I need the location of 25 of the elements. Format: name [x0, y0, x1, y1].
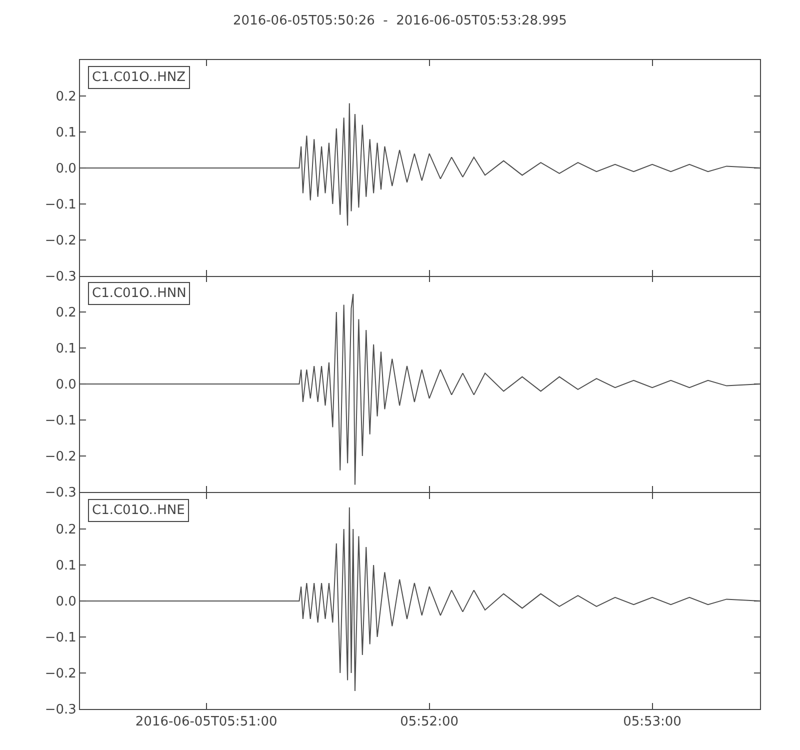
- y-tick-label: 0.0: [56, 594, 76, 610]
- x-tick-label: 2016-06-05T05:51:00: [135, 714, 278, 730]
- y-tick-label: −0.3: [44, 702, 76, 718]
- y-tick-label: 0.1: [56, 126, 76, 141]
- annotation: C1.C01O..HNE: [92, 502, 185, 518]
- annotation: C1.C01O..HNN: [92, 286, 186, 302]
- y-tick-label: 0.2: [56, 522, 76, 538]
- y-tick-label: −0.1: [44, 198, 76, 213]
- y-tick-label: −0.1: [44, 414, 76, 429]
- y-tick-label: −0.2: [44, 234, 76, 249]
- y-tick-label: 0.2: [56, 306, 76, 321]
- y-tick-label: −0.3: [44, 270, 76, 285]
- y-tick-label: −0.2: [44, 666, 76, 682]
- y-tick-label: −0.1: [44, 630, 76, 646]
- x-tick-label: 05:52:00: [400, 714, 458, 730]
- y-tick-label: −0.2: [44, 450, 76, 465]
- y-tick-label: 0.0: [56, 162, 76, 177]
- annotation: C1.C01O..HNZ: [92, 70, 186, 85]
- y-tick-label: 0.2: [56, 90, 76, 105]
- y-tick-label: 0.0: [56, 378, 76, 393]
- x-tick-label: 05:53:00: [623, 714, 682, 730]
- y-tick-label: −0.3: [44, 486, 76, 501]
- chart-title: 2016-06-05T05:50:26 - 2016-06-05T05:53:28.995: [233, 14, 567, 29]
- y-tick-label: 0.1: [56, 342, 76, 357]
- y-tick-label: 0.1: [56, 558, 76, 574]
